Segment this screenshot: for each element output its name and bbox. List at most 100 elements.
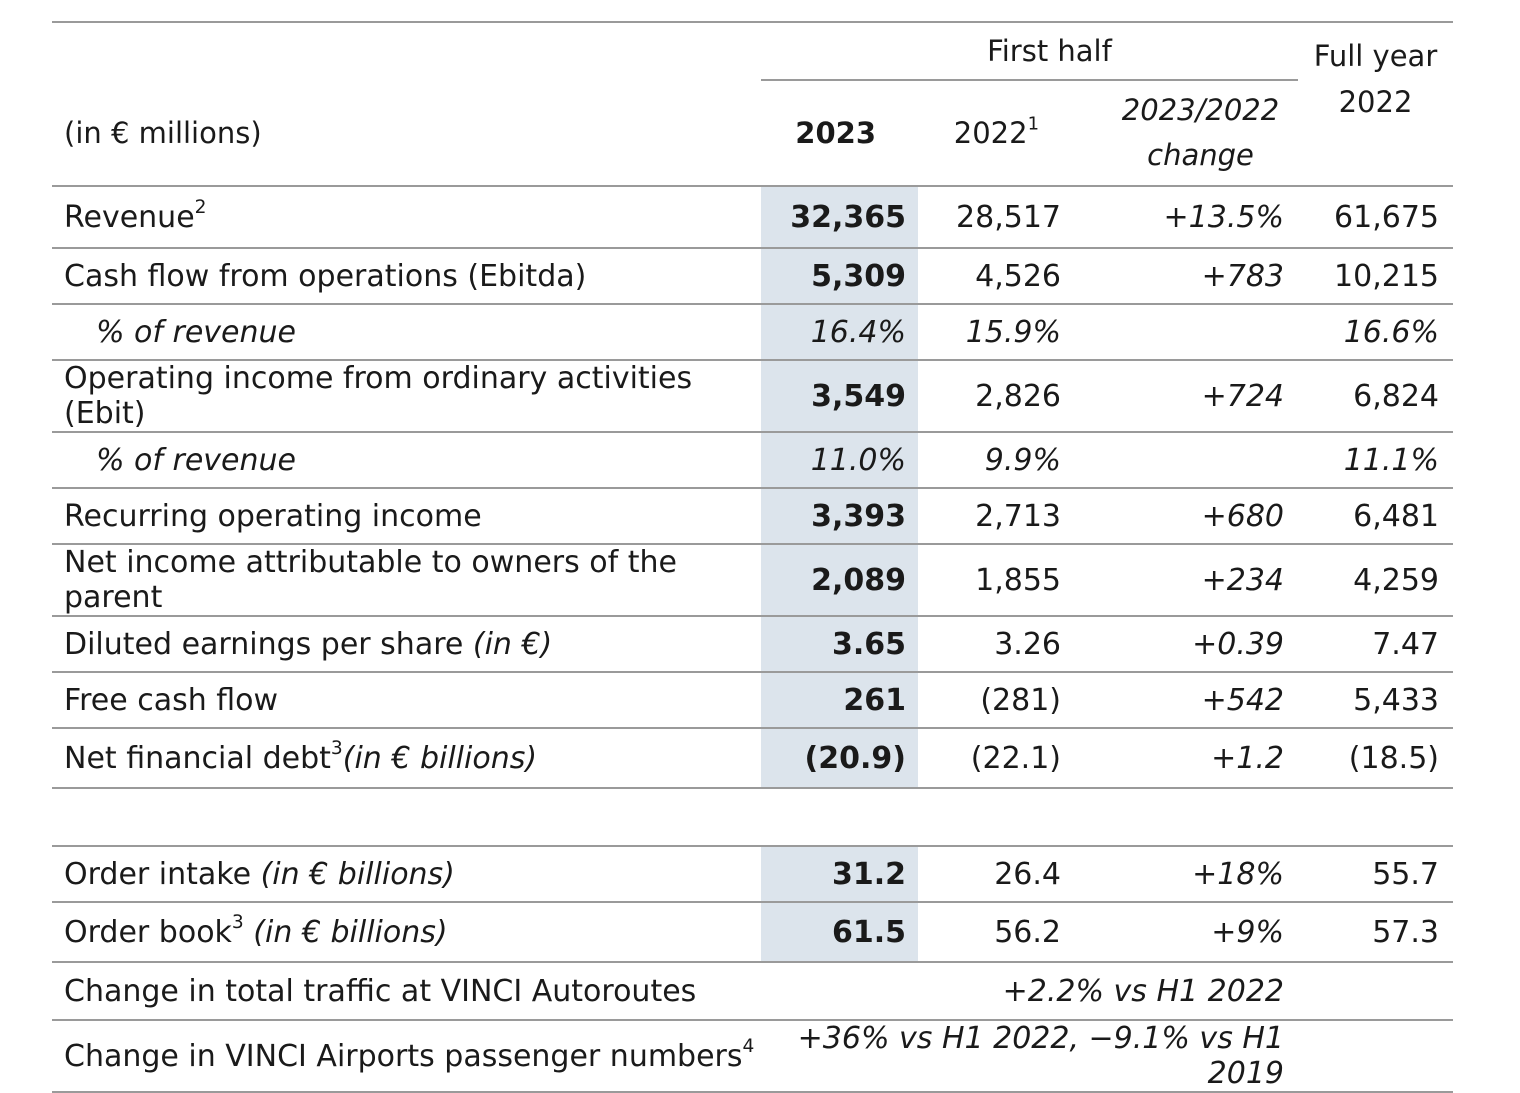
col-2022-header: 20221 [918, 80, 1061, 186]
cell-2023: 32,365 [761, 185, 918, 249]
row-label: Order book3 (in € billions) [52, 902, 761, 963]
cell-2022: 3.26 [918, 616, 1061, 673]
cell-change: +13.5% [1061, 185, 1298, 249]
cell-span-value: +2.2% vs H1 2022 [761, 962, 1298, 1021]
table-row: Revenue2 32,365 28,517 +13.5% 61,675 [52, 185, 1453, 249]
cell-fy2022: 55.7 [1298, 846, 1453, 903]
row-label-text: Change in VINCI Airports passenger numbe… [64, 1038, 743, 1074]
table-row: Order intake (in € billions) 31.2 26.4 +… [52, 846, 1453, 903]
cell-2023: (20.9) [761, 728, 918, 789]
col-change-line2: change [1147, 138, 1254, 172]
cell-fy2022: 57.3 [1298, 902, 1453, 963]
table-row: Operating income from ordinary activitie… [52, 360, 1453, 433]
cell-fy2022: 5,433 [1298, 672, 1453, 729]
row-label-unit: (in € billions) [342, 740, 538, 776]
row-label-text: Order intake [64, 856, 261, 892]
row-label: Revenue2 [52, 185, 761, 249]
cell-2023: 5,309 [761, 248, 918, 305]
cell-fy2022: 6,824 [1298, 360, 1453, 433]
cell-2023: 61.5 [761, 902, 918, 963]
row-label: Change in total traffic at VINCI Autorou… [52, 962, 761, 1021]
row-label: Operating income from ordinary activitie… [52, 360, 761, 433]
table-row: Recurring operating income 3,393 2,713 +… [52, 488, 1453, 545]
cell-fy2022: 6,481 [1298, 488, 1453, 545]
cell-2022: 9.9% [918, 432, 1061, 489]
cell-2023: 261 [761, 672, 918, 729]
table-row: % of revenue 16.4% 15.9% 16.6% [52, 304, 1453, 361]
footnote-3: 3 [330, 737, 343, 759]
cell-change: +783 [1061, 248, 1298, 305]
cell-fy2022: 16.6% [1298, 304, 1453, 361]
cell-change: +1.2 [1061, 728, 1298, 789]
full-year-label: Full year [1313, 39, 1438, 73]
cell-change: +680 [1061, 488, 1298, 545]
cell-2022: 15.9% [918, 304, 1061, 361]
cell-change: +18% [1061, 846, 1298, 903]
table-row: Order book3 (in € billions) 61.5 56.2 +9… [52, 902, 1453, 963]
cell-2023: 2,089 [761, 544, 918, 617]
cell-change: +234 [1061, 544, 1298, 617]
cell-fy2022: (18.5) [1298, 728, 1453, 789]
row-label: % of revenue [52, 304, 761, 361]
row-label: Order intake (in € billions) [52, 846, 761, 903]
cell-fy2022: 4,259 [1298, 544, 1453, 617]
cell-span-value: +36% vs H1 2022, −9.1% vs H1 2019 [761, 1020, 1298, 1093]
cell-change: +0.39 [1061, 616, 1298, 673]
cell-2022: (281) [918, 672, 1061, 729]
row-label: Free cash flow [52, 672, 761, 729]
cell-2023: 31.2 [761, 846, 918, 903]
cell-fy2022 [1298, 962, 1453, 1021]
cell-2022: 28,517 [918, 185, 1061, 249]
cell-fy2022: 10,215 [1298, 248, 1453, 305]
row-label-text: Order book [64, 914, 232, 950]
table-row: Diluted earnings per share (in €) 3.65 3… [52, 616, 1453, 673]
section-spacer [52, 788, 1453, 847]
row-label: Net income attributable to owners of the… [52, 544, 761, 617]
cell-2023: 3,393 [761, 488, 918, 545]
col-change-header: 2023/2022 change [1061, 80, 1298, 186]
col-change-line1: 2023/2022 [1121, 93, 1280, 128]
row-label-unit: (in € billions) [260, 856, 455, 892]
footnote-3: 3 [231, 911, 244, 933]
row-label: % of revenue [52, 432, 761, 489]
cell-change [1061, 432, 1298, 489]
cell-2022: 56.2 [918, 902, 1061, 963]
cell-2022: 4,526 [918, 248, 1061, 305]
row-label: Recurring operating income [52, 488, 761, 545]
table-row: % of revenue 11.0% 9.9% 11.1% [52, 432, 1453, 489]
row-label: Change in VINCI Airports passenger numbe… [52, 1020, 761, 1093]
footnote-1: 1 [1027, 113, 1039, 135]
row-label-unit: (in €) [472, 626, 553, 662]
cell-2022: (22.1) [918, 728, 1061, 789]
header-empty [52, 22, 761, 80]
cell-2023: 16.4% [761, 304, 918, 361]
row-label-text: Revenue [64, 199, 195, 235]
footnote-4: 4 [742, 1035, 755, 1057]
full-year-header: Full year 2022 [1298, 22, 1453, 186]
cell-fy2022: 61,675 [1298, 185, 1453, 249]
col-2023-header: 2023 [795, 116, 876, 150]
cell-2023: 3,549 [761, 360, 918, 433]
cell-2022: 26.4 [918, 846, 1061, 903]
row-label-unit: (in € billions) [243, 914, 448, 950]
cell-change [1061, 304, 1298, 361]
row-label: Diluted earnings per share (in €) [52, 616, 761, 673]
cell-fy2022 [1298, 1020, 1453, 1093]
footnote-2: 2 [194, 196, 207, 218]
cell-2023: 11.0% [761, 432, 918, 489]
cell-2022: 2,826 [918, 360, 1061, 433]
cell-2022: 1,855 [918, 544, 1061, 617]
full-year-2022-label: 2022 [1338, 85, 1413, 120]
col-2022-label: 2022 [953, 116, 1028, 150]
first-half-header: First half [761, 22, 1298, 81]
table-row: Net income attributable to owners of the… [52, 544, 1453, 617]
cell-fy2022: 11.1% [1298, 432, 1453, 489]
row-label-text: Net financial debt [64, 740, 331, 776]
cell-change: +724 [1061, 360, 1298, 433]
cell-2023: 3.65 [761, 616, 918, 673]
row-label: Net financial debt3(in € billions) [52, 728, 761, 789]
cell-fy2022: 7.47 [1298, 616, 1453, 673]
cell-change: +542 [1061, 672, 1298, 729]
table-row: Net financial debt3(in € billions) (20.9… [52, 728, 1453, 789]
table-row: Change in total traffic at VINCI Autorou… [52, 962, 1453, 1021]
